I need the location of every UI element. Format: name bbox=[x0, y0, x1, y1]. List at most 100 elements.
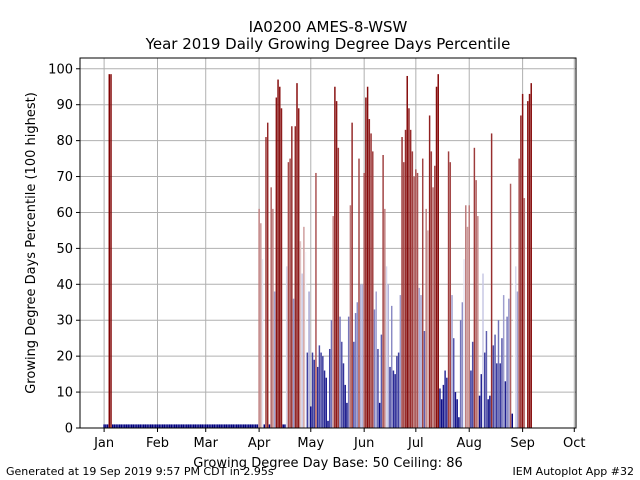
bar bbox=[387, 284, 390, 428]
bar bbox=[487, 399, 489, 428]
bar bbox=[186, 424, 188, 428]
chart-title: IA0200 AMES-8-WSW bbox=[249, 18, 408, 36]
bar bbox=[173, 424, 176, 428]
bar bbox=[365, 97, 367, 429]
bar bbox=[499, 363, 501, 428]
bar bbox=[385, 266, 388, 428]
bar bbox=[334, 86, 336, 429]
bar bbox=[337, 147, 340, 428]
bar bbox=[203, 424, 205, 428]
bar bbox=[241, 424, 243, 428]
bar bbox=[167, 424, 169, 428]
bar bbox=[215, 424, 217, 428]
bar bbox=[375, 291, 377, 428]
bar bbox=[184, 424, 186, 428]
bar bbox=[230, 424, 233, 428]
bar bbox=[242, 424, 245, 428]
bar bbox=[359, 284, 362, 428]
bar bbox=[397, 352, 400, 428]
bar bbox=[311, 352, 314, 428]
bar bbox=[218, 424, 221, 428]
bar bbox=[335, 101, 338, 428]
bar bbox=[151, 424, 154, 428]
bar bbox=[344, 384, 346, 428]
bar bbox=[459, 320, 462, 428]
bar bbox=[378, 402, 381, 428]
bar bbox=[318, 345, 321, 428]
bar bbox=[356, 302, 359, 428]
bar bbox=[124, 424, 126, 428]
bar bbox=[423, 331, 426, 428]
bar bbox=[523, 198, 526, 428]
bar bbox=[261, 259, 264, 428]
y-tick-label: 90 bbox=[56, 98, 73, 113]
bars bbox=[103, 74, 532, 429]
bar bbox=[518, 158, 520, 428]
x-axis-label: Growing Degree Day Base: 50 Ceiling: 86 bbox=[193, 456, 463, 471]
bar bbox=[323, 370, 326, 428]
bar bbox=[377, 348, 379, 428]
bar bbox=[480, 374, 483, 428]
bar bbox=[306, 352, 309, 428]
bar bbox=[223, 424, 226, 428]
bar bbox=[220, 424, 222, 428]
bar bbox=[285, 266, 288, 428]
bar bbox=[372, 151, 374, 428]
bar bbox=[346, 402, 348, 428]
bar bbox=[363, 172, 365, 428]
bar bbox=[478, 395, 481, 428]
bar bbox=[368, 119, 371, 428]
bar bbox=[504, 381, 507, 428]
bar bbox=[251, 424, 253, 428]
bar bbox=[437, 74, 439, 429]
bar bbox=[316, 366, 319, 428]
bar bbox=[256, 424, 259, 428]
bar bbox=[239, 424, 241, 428]
bar bbox=[332, 216, 334, 428]
bar bbox=[125, 424, 128, 428]
bar bbox=[399, 295, 402, 428]
x-tick-label: Aug bbox=[457, 436, 482, 451]
bar bbox=[416, 172, 419, 428]
bar bbox=[297, 108, 300, 428]
bar bbox=[432, 187, 434, 428]
bar bbox=[198, 424, 200, 428]
bar bbox=[341, 341, 343, 428]
bar bbox=[144, 424, 147, 428]
bar bbox=[449, 162, 452, 429]
bar bbox=[275, 97, 278, 429]
bar bbox=[328, 348, 331, 428]
plot-frame bbox=[79, 57, 577, 429]
bar bbox=[177, 424, 179, 428]
bar bbox=[191, 424, 193, 428]
bar bbox=[161, 424, 164, 428]
bar bbox=[204, 424, 207, 428]
bar bbox=[206, 424, 209, 428]
bar bbox=[310, 406, 312, 428]
bar bbox=[284, 424, 286, 428]
bar bbox=[458, 417, 460, 428]
bar bbox=[249, 424, 252, 428]
bar bbox=[521, 93, 524, 428]
bar bbox=[406, 75, 408, 428]
bar bbox=[308, 291, 310, 428]
bar bbox=[475, 180, 477, 428]
bar bbox=[454, 392, 457, 428]
bar bbox=[111, 424, 114, 428]
bar bbox=[327, 420, 329, 428]
y-tick-label: 70 bbox=[56, 170, 73, 185]
bar bbox=[110, 74, 112, 429]
bar bbox=[389, 366, 391, 428]
bar bbox=[113, 424, 116, 428]
bar bbox=[213, 424, 216, 428]
bar bbox=[137, 424, 140, 428]
bar bbox=[196, 424, 198, 428]
bar bbox=[473, 147, 476, 428]
bar bbox=[502, 295, 505, 428]
bar bbox=[129, 424, 131, 428]
bar bbox=[115, 424, 117, 428]
bar bbox=[304, 251, 307, 428]
bar bbox=[232, 424, 235, 428]
bar bbox=[330, 320, 333, 428]
